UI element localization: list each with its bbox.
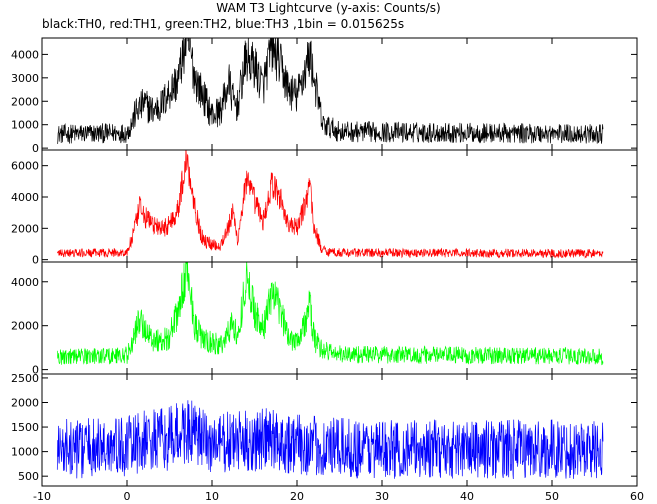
panel-th2: 0 2000 4000 xyxy=(11,261,638,377)
y-tick-label: 2000 xyxy=(11,396,39,409)
series-line-th0 xyxy=(57,38,604,144)
chart-title: WAM T3 Lightcurve (y-axis: Counts/s) xyxy=(216,1,441,15)
x-tick-label: 50 xyxy=(545,490,559,503)
x-tick-label: 40 xyxy=(460,490,474,503)
y-tick-label: 1000 xyxy=(11,446,39,459)
y-tick-label: 2000 xyxy=(11,95,39,108)
series-line-th1 xyxy=(56,150,604,259)
chart-subtitle: black:TH0, red:TH1, green:TH2, blue:TH3 … xyxy=(42,17,405,31)
series-line-th3 xyxy=(56,400,604,480)
y-tick-label: 0 xyxy=(32,364,39,377)
y-tick-label: 4000 xyxy=(11,191,39,204)
y-tick-label: 2000 xyxy=(11,222,39,235)
y-tick-label: 1000 xyxy=(11,119,39,132)
y-tick-label: 6000 xyxy=(11,160,39,173)
y-tick-label: 4000 xyxy=(11,48,39,61)
y-tick-label: 0 xyxy=(32,254,39,267)
x-tick-label: 10 xyxy=(205,490,219,503)
x-tick-label: -10 xyxy=(33,490,51,503)
y-tick-label: 3000 xyxy=(11,72,39,85)
panel-frame xyxy=(41,373,638,487)
y-tick-label: 4000 xyxy=(11,276,39,289)
x-tick-label: 0 xyxy=(124,490,131,503)
panel-th1: 0 2000 4000 6000 xyxy=(11,149,638,267)
y-tick-label: 0 xyxy=(32,142,39,155)
x-tick-label: 30 xyxy=(375,490,389,503)
panel-th3: 500 1000 1500 2000 2500 xyxy=(11,372,638,487)
series-line-th2 xyxy=(56,262,604,366)
y-tick-label: 1500 xyxy=(11,421,39,434)
y-tick-label: 2500 xyxy=(11,372,39,385)
x-tick-label: 20 xyxy=(290,490,304,503)
panel-frame xyxy=(41,37,638,151)
x-tick-label: 60 xyxy=(630,490,644,503)
y-tick-label: 2000 xyxy=(11,320,39,333)
y-tick-label: 500 xyxy=(18,470,39,483)
panel-th0: 0 1000 2000 3000 4000 xyxy=(11,37,638,155)
